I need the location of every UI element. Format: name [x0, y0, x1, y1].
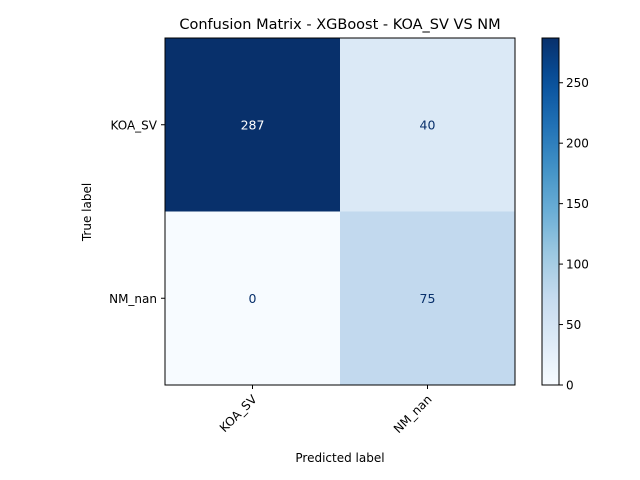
y-tick-label: NM_nan	[109, 292, 157, 306]
colorbar	[541, 37, 560, 386]
x-tick-label: KOA_SV	[217, 392, 260, 435]
colorbar-tick-label: 150	[566, 197, 589, 211]
y-axis-label: True label	[80, 183, 94, 242]
y-tick-label: KOA_SV	[111, 118, 158, 132]
cell-value-label: 75	[420, 291, 436, 306]
cell-value-label: 40	[420, 117, 436, 132]
heatmap-cell	[165, 211, 340, 385]
heatmap-cell	[340, 38, 515, 212]
plot-frame	[164, 37, 516, 386]
y-axis-ticks: KOA_SV NM_nan	[109, 118, 165, 306]
cell-value-label: 0	[249, 291, 257, 306]
colorbar-ticks: 0 50 100 150 200 250	[559, 76, 589, 393]
chart-title: Confusion Matrix - XGBoost - KOA_SV VS N…	[179, 17, 500, 33]
heatmap-cell	[165, 38, 340, 212]
colorbar-tick-label: 0	[566, 379, 574, 393]
x-axis-ticks: KOA_SV NM_nan	[217, 385, 435, 436]
heatmap-cell	[340, 211, 515, 385]
colorbar-tick-label: 100	[566, 258, 589, 272]
colorbar-tick-label: 250	[566, 76, 589, 90]
heatmap-cells: 287 40 0 75	[165, 38, 515, 385]
colorbar-tick-label: 200	[566, 137, 589, 151]
colorbar-tick-label: 50	[566, 318, 581, 332]
x-tick-label: NM_nan	[391, 392, 435, 436]
x-axis-label: Predicted label	[295, 451, 384, 465]
cell-value-label: 287	[241, 117, 265, 132]
